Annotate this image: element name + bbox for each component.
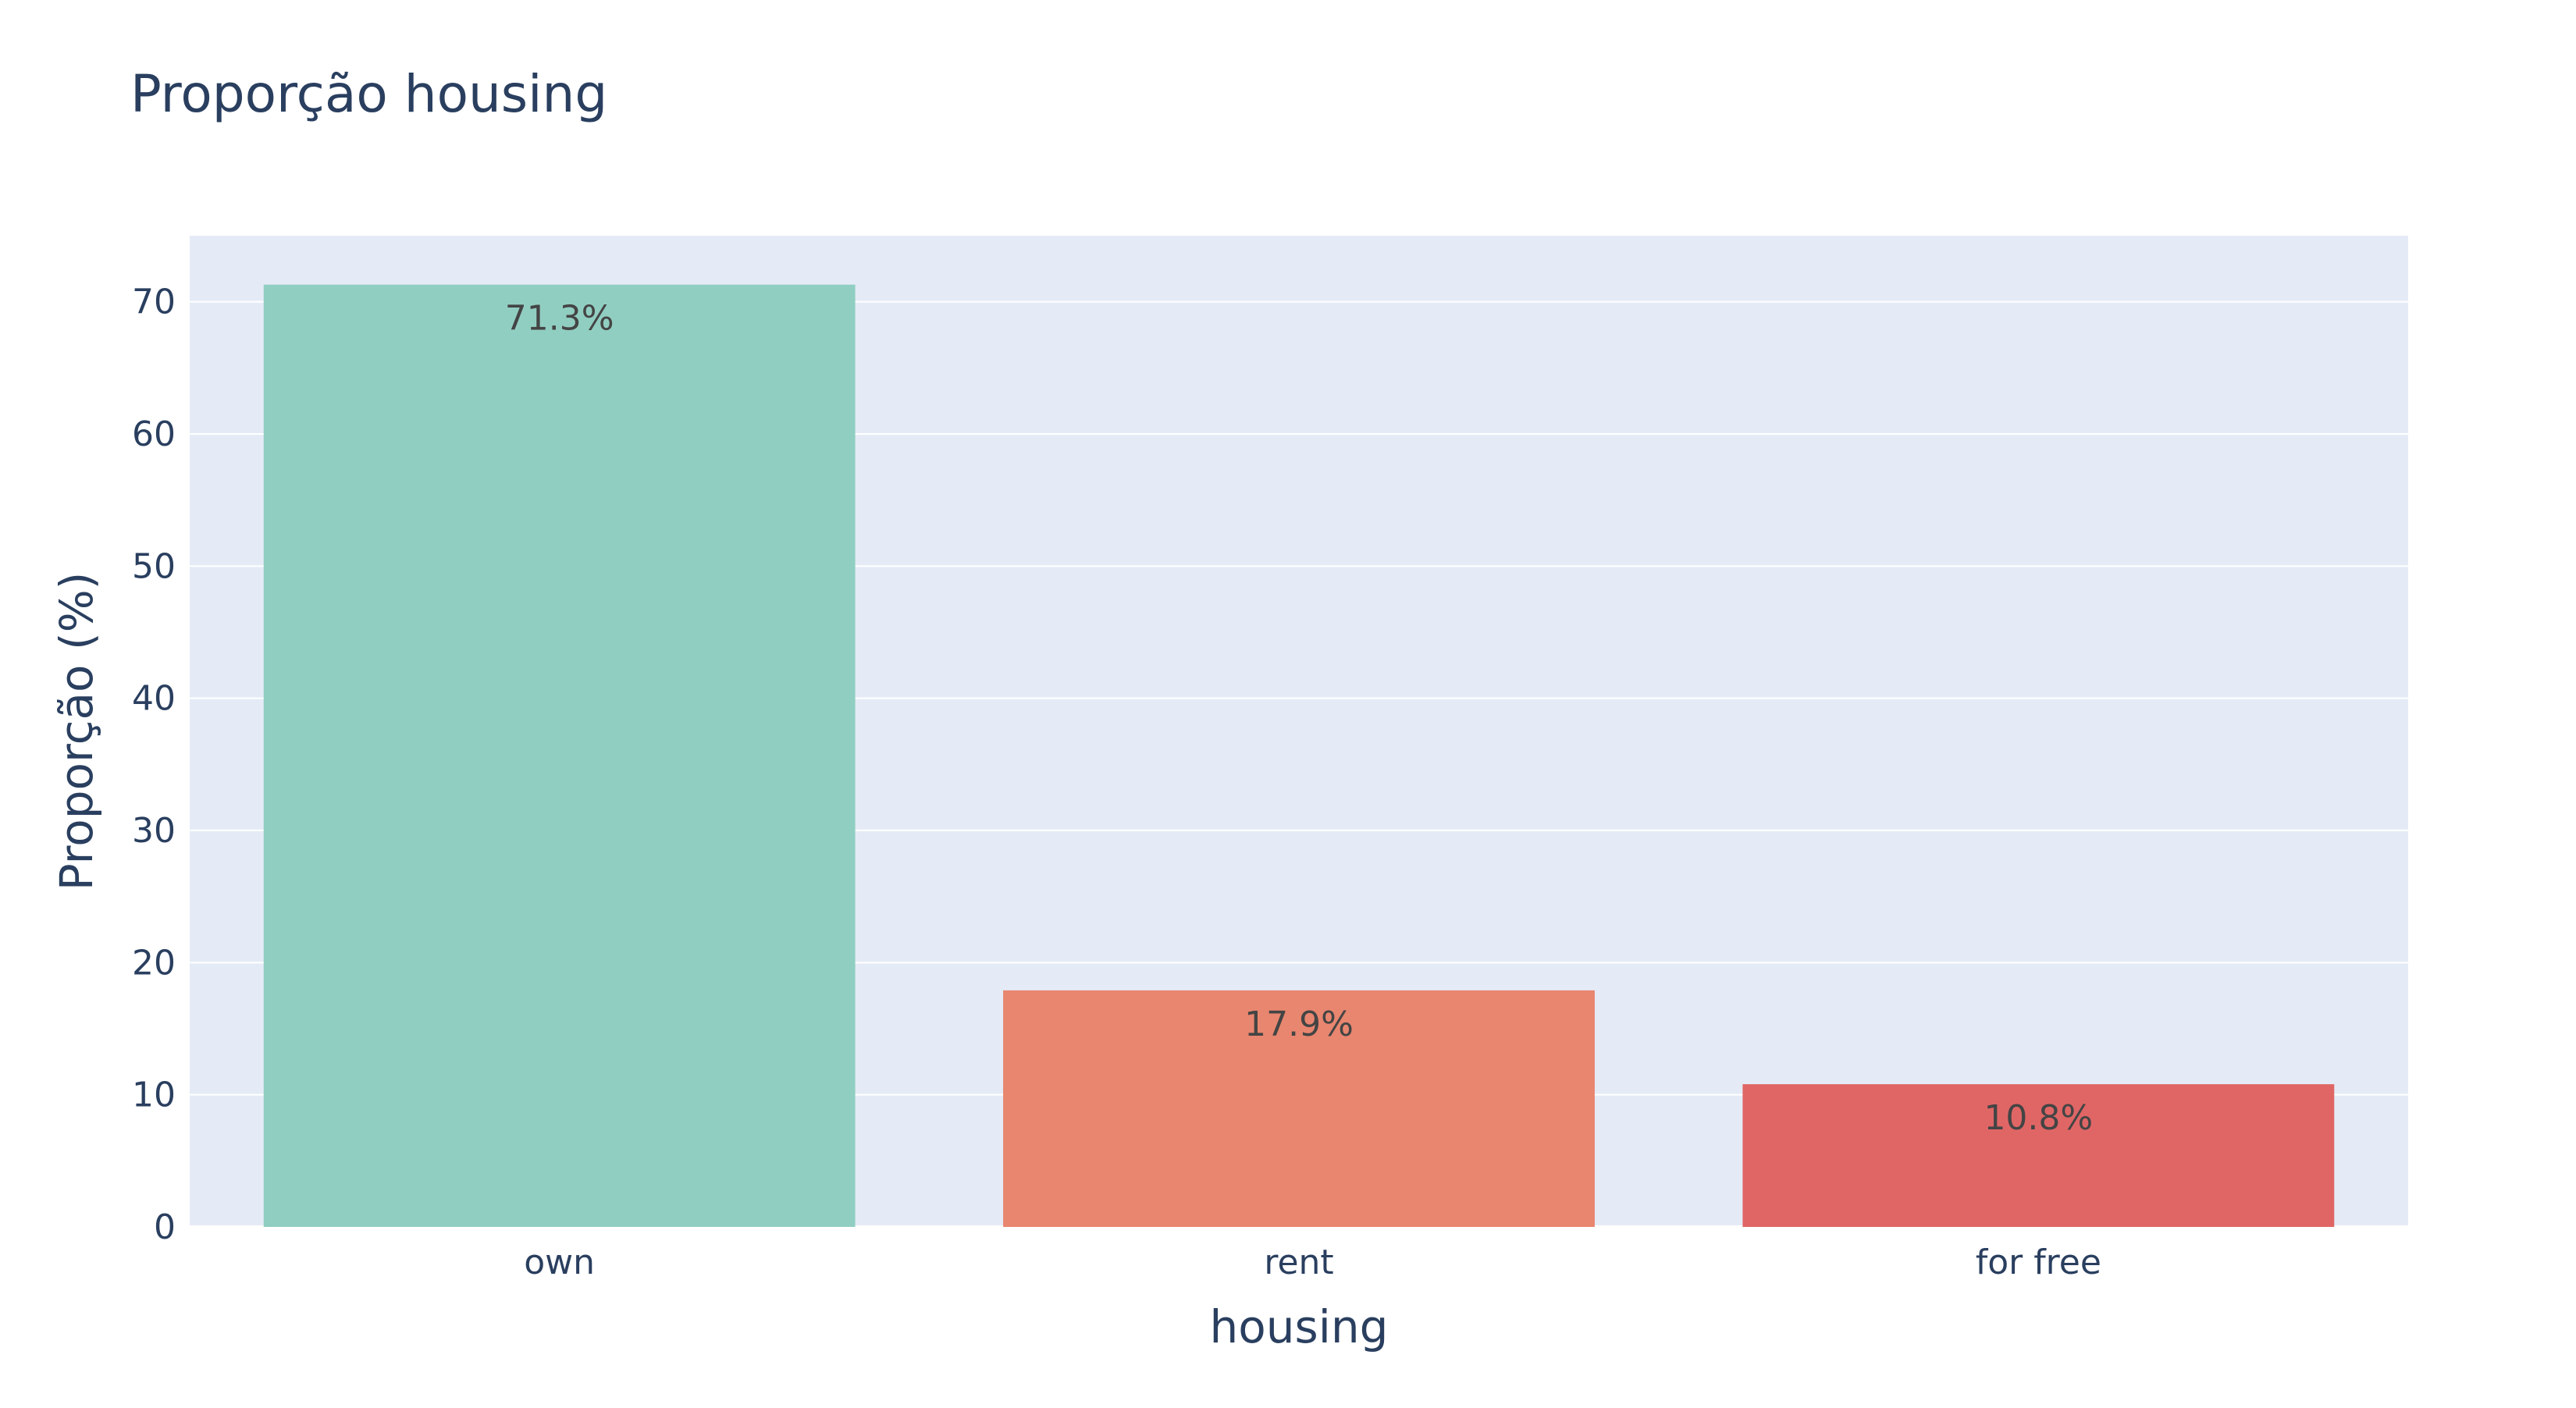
y-tick-label: 20 xyxy=(132,943,176,983)
data-label: 71.3% xyxy=(505,299,614,339)
data-label: 10.8% xyxy=(1984,1098,2093,1138)
x-tick-label: for free xyxy=(1976,1243,2101,1282)
bar-own xyxy=(263,284,856,1227)
data-labels: 71.3% 17.9% 10.8% xyxy=(505,299,2093,1138)
bar-rent xyxy=(1003,990,1595,1227)
y-tick-label: 60 xyxy=(132,414,176,454)
x-axis-ticks: own rent for free xyxy=(524,1243,2101,1282)
bar-for-free xyxy=(1742,1084,2335,1227)
bars xyxy=(263,284,2335,1227)
data-label: 17.9% xyxy=(1244,1004,1354,1044)
x-axis-title: housing xyxy=(1210,1300,1389,1353)
y-axis-ticks: 0 10 20 30 40 50 60 70 xyxy=(132,283,176,1247)
y-tick-label: 30 xyxy=(132,811,176,851)
y-tick-label: 0 xyxy=(154,1207,176,1247)
y-axis-title: Proporção (%) xyxy=(50,572,103,891)
y-tick-label: 50 xyxy=(132,546,176,586)
x-tick-label: rent xyxy=(1264,1243,1333,1282)
y-tick-label: 10 xyxy=(132,1076,176,1115)
y-tick-label: 40 xyxy=(132,679,176,719)
chart-title: Proporção housing xyxy=(130,64,607,124)
x-tick-label: own xyxy=(524,1243,595,1282)
y-tick-label: 70 xyxy=(132,283,176,322)
